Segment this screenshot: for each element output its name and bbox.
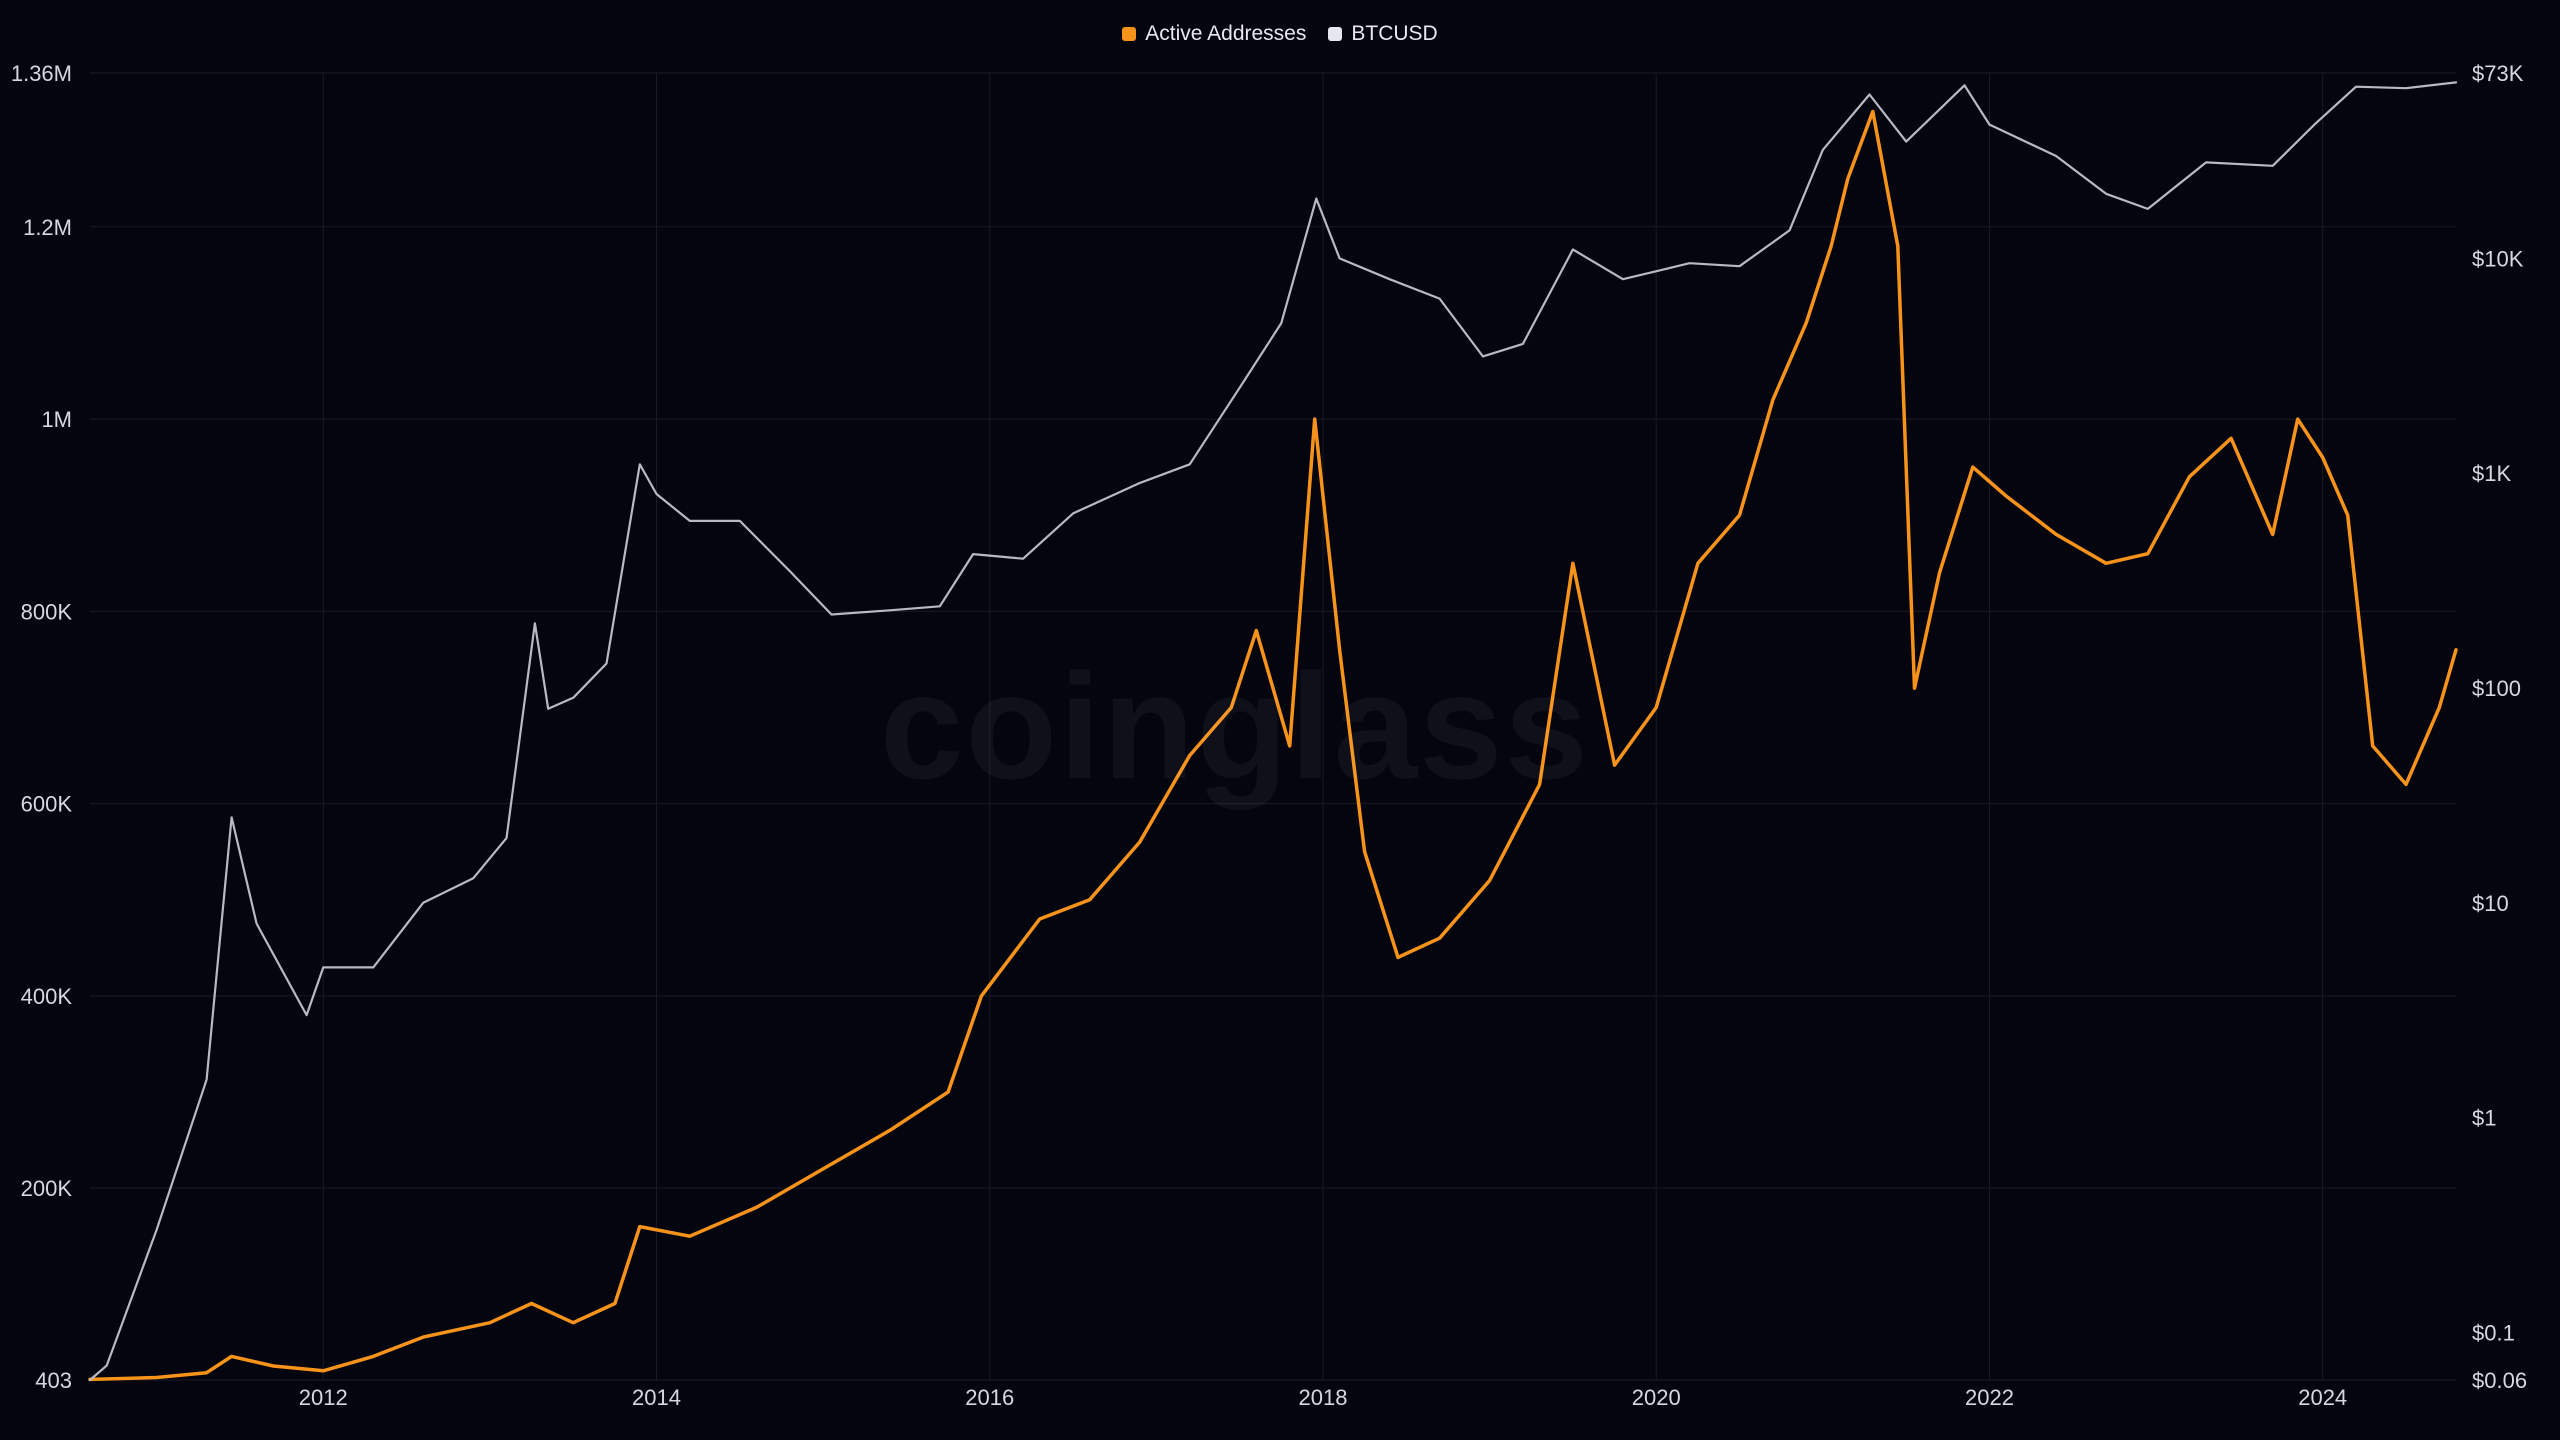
left-tick-label: 1.2M [23, 215, 72, 240]
legend-swatch-btcusd [1328, 27, 1343, 41]
legend-swatch-active-addresses [1122, 27, 1137, 41]
x-tick-label: 2022 [1965, 1385, 2014, 1410]
right-tick-label: $10K [2472, 246, 2524, 271]
x-tick-label: 2024 [2298, 1385, 2347, 1410]
x-tick-label: 2012 [299, 1385, 348, 1410]
right-tick-label: $73K [2472, 61, 2524, 86]
watermark-logo: coinglass [880, 640, 1590, 813]
left-tick-label: 1M [41, 407, 72, 432]
x-tick-label: 2016 [965, 1385, 1014, 1410]
series-active-addresses-line [88, 109, 2458, 1382]
x-tick-label: 2020 [1632, 1385, 1681, 1410]
x-tick-label: 2018 [1299, 1385, 1348, 1410]
legend-label-btcusd: BTCUSD [1351, 22, 1438, 45]
legend-item-btcusd[interactable]: BTCUSD [1328, 22, 1438, 46]
left-tick-label: 1.36M [11, 61, 72, 86]
right-tick-label: $0.1 [2472, 1320, 2515, 1345]
left-tick-label: 600K [21, 792, 73, 817]
grid-lines [90, 72, 2456, 1381]
left-tick-label: 400K [21, 984, 73, 1009]
x-axis-ticks: 2012 2014 2016 2018 2020 2022 2024 [299, 1385, 2347, 1410]
right-tick-label: $1K [2472, 461, 2511, 486]
right-tick-label: $1 [2472, 1106, 2496, 1131]
left-axis-ticks: 403 200K 400K 600K 800K 1M 1.2M 1.36M [11, 61, 72, 1393]
right-tick-label: $10 [2472, 891, 2509, 916]
legend-label-active-addresses: Active Addresses [1145, 22, 1307, 45]
left-tick-label: 800K [21, 599, 73, 624]
left-tick-label: 200K [21, 1176, 73, 1201]
right-tick-label: $0.06 [2472, 1368, 2527, 1393]
left-tick-label: 403 [35, 1368, 72, 1393]
right-tick-label: $100 [2472, 676, 2521, 701]
chart-legend: Active Addresses BTCUSD [0, 22, 2560, 46]
x-tick-label: 2014 [632, 1385, 681, 1410]
right-axis-ticks: $0.06 $0.1 $1 $10 $100 $1K $10K $73K [2472, 61, 2527, 1393]
series-lines [88, 81, 2458, 1382]
legend-item-active-addresses[interactable]: Active Addresses [1122, 22, 1306, 46]
series-btcusd-line [88, 81, 2458, 1382]
